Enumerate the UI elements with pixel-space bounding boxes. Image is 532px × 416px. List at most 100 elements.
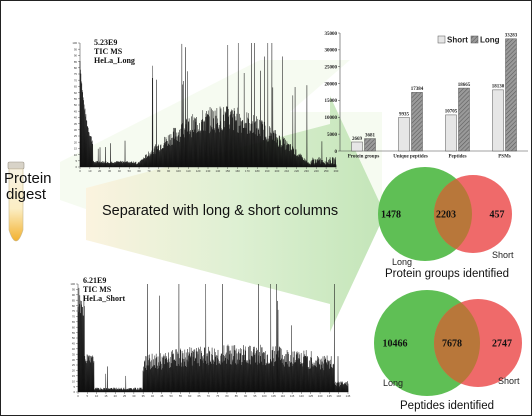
tic-x-tick-label: 90 [167,169,171,173]
tic-x-tick-label: 80 [157,169,161,173]
venn-proteins-long-only-count: 1478 [381,210,401,221]
tic-x-tick-label: 145 [346,394,351,398]
tic-y-tick-label: 30 [74,128,78,132]
arrow-text: Separated with long & short columns [102,203,339,219]
bar-y-tick-label: 20000 [325,82,338,87]
bar-short-3 [492,89,504,152]
tic-x-tick-label: 90 [244,394,248,398]
bar-value-label: 3681 [365,133,376,138]
tic-y-tick-label: 0 [75,165,77,169]
tic-long-sample: HeLa_Long [94,56,135,65]
tic-x-tick-label: 45 [160,394,164,398]
tic-trace [79,42,337,168]
tic-y-tick-label: 45 [72,342,76,346]
tic-y-tick-label: 95 [74,47,78,51]
tic-x-tick-label: 105 [271,394,276,398]
tic-trace [77,283,349,393]
bar-y-tick-label: 35000 [325,32,338,37]
tic-x-tick-label: 5 [87,394,89,398]
tic-long-label: 5.23E9 TIC MS HeLa_Long [94,38,135,65]
tic-y-tick-label: 20 [72,369,76,373]
venn-peptides-overlap [434,299,480,387]
tic-y-tick-label: 100 [72,41,77,45]
tic-x-tick-label: 20 [98,169,102,173]
tic-x-tick-label: 0 [77,394,79,398]
tic-x-tick-label: 115 [290,394,295,398]
venn-protein-groups: 1478 2203 457 Long Short [378,167,514,267]
venn-proteins-short-only-count: 457 [490,210,505,221]
tic-x-tick-label: 250 [324,169,329,173]
tic-y-tick-label: 65 [74,85,78,89]
tic-x-tick-label: 100 [176,169,181,173]
tic-x-tick-label: 140 [216,169,221,173]
bar-value-label: 10705 [445,110,458,115]
tic-y-tick-label: 55 [74,97,78,101]
bar-long-3 [505,38,517,152]
tic-x-tick-label: 50 [170,394,174,398]
tic-x-tick-label: 40 [118,169,122,173]
tic-y-tick-label: 95 [72,288,76,292]
tic-x-tick-label: 160 [235,169,240,173]
venn-proteins-short-label: Short [492,250,514,260]
tic-x-tick-label: 210 [284,169,289,173]
legend-label-long: Long [480,36,500,45]
venn-proteins-overlap-count: 2203 [436,210,456,221]
tic-x-tick-label: 40 [151,394,155,398]
tic-y-tick-label: 10 [74,153,78,157]
tic-y-tick-label: 25 [74,134,78,138]
bar-long-2 [458,87,470,152]
venn-peptides-long-label: Long [383,378,403,388]
legend-swatch-long [470,35,479,44]
bar-value-label: 18130 [492,85,505,90]
bar-short-1 [398,117,410,152]
tic-y-tick-label: 100 [70,282,75,286]
tic-x-tick-label: 50 [128,169,132,173]
tic-x-tick-label: 30 [132,394,136,398]
tic-long-mode: TIC MS [94,47,123,56]
tic-x-tick-label: 120 [299,394,304,398]
tic-x-tick-label: 130 [206,169,211,173]
tic-x-tick-label: 30 [108,169,112,173]
tic-y-tick-label: 75 [74,72,78,76]
tic-y-tick-label: 80 [72,304,76,308]
tic-y-tick-label: 5 [73,385,75,389]
bar-long-0 [364,138,376,152]
venn-peptides-overlap-count: 7678 [442,339,462,350]
venn-proteins-caption: Protein groups identified [385,268,510,280]
tic-y-tick-label: 15 [72,374,76,378]
tic-x-tick-label: 100 [262,394,267,398]
tic-x-tick-label: 80 [225,394,229,398]
tic-y-tick-label: 25 [72,363,76,367]
bar-value-label: 18665 [458,83,471,88]
tic-x-tick-label: 70 [207,394,211,398]
bar-chart: 0500010000150002000025000300003500026693… [325,32,528,160]
tic-y-tick-label: 40 [74,116,78,120]
tic-x-tick-label: 170 [245,169,250,173]
tic-x-tick-label: 180 [255,169,260,173]
tic-long-intensity: 5.23E9 [94,38,118,47]
tic-x-tick-label: 190 [265,169,270,173]
tic-x-tick-label: 85 [235,394,239,398]
tic-y-tick-label: 70 [74,78,78,82]
tic-y-tick-label: 40 [72,347,76,351]
bar-value-label: 33283 [505,34,518,39]
tic-y-tick-label: 85 [72,298,76,302]
bar-category-label: Protein groups [348,155,380,160]
tic-y-tick-label: 65 [72,320,76,324]
tic-x-tick-label: 200 [275,169,280,173]
tic-x-tick-label: 75 [216,394,220,398]
tic-short-mode: TIC MS [83,285,112,294]
tic-x-tick-label: 65 [197,394,201,398]
tic-y-tick-label: 15 [74,147,78,151]
tic-y-tick-label: 50 [74,103,78,107]
bar-category-label: PSMs [498,155,511,160]
bar-category-label: Unique peptides [393,155,428,160]
bar-y-tick-label: 25000 [325,66,338,71]
tic-y-tick-label: 85 [74,60,78,64]
tic-short-label: 6.21E9 TIC MS HeLa_Short [83,276,125,303]
tic-y-tick-label: 60 [74,91,78,95]
tic-x-tick-label: 15 [104,394,108,398]
bar-long-1 [411,92,423,152]
tic-x-tick-label: 25 [123,394,127,398]
